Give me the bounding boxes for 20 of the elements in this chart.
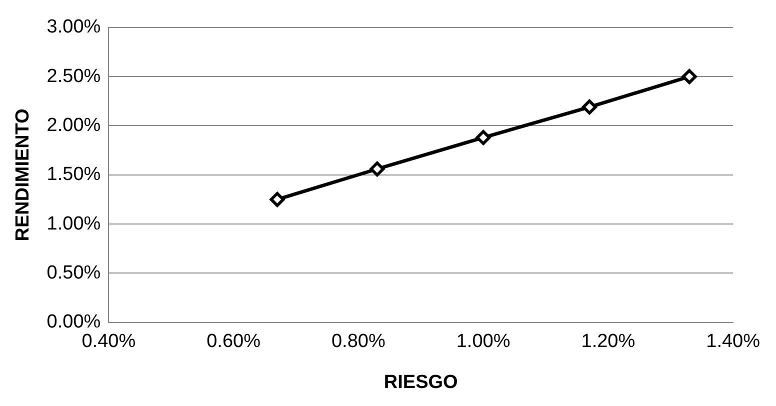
- point: [682, 69, 697, 84]
- x-tick-label: 0.40%: [82, 331, 136, 352]
- y-tick-label: 1.50%: [46, 164, 101, 186]
- x-axis-title: RIESGO: [384, 372, 458, 393]
- y-tick-label: 2.50%: [46, 66, 101, 87]
- y-axis-title: RENDIMIENTO: [12, 108, 34, 242]
- point: [370, 162, 385, 176]
- point: [582, 100, 597, 115]
- x-tick-label: 1.40%: [706, 331, 760, 352]
- x-tick-label: 0.60%: [206, 331, 261, 352]
- x-tick-label: 1.00%: [456, 331, 510, 352]
- y-tick-label: 1.00%: [46, 213, 101, 234]
- y-tick-label: 0.50%: [46, 262, 101, 284]
- point: [476, 130, 491, 146]
- y-tick-label: 0.00%: [46, 312, 101, 333]
- y-tick-label: 2.00%: [46, 114, 101, 136]
- y-tick-label: 3.00%: [46, 16, 101, 38]
- x-tick-label: 1.20%: [581, 331, 636, 352]
- point: [270, 192, 285, 207]
- x-tick-label: 0.80%: [331, 331, 386, 352]
